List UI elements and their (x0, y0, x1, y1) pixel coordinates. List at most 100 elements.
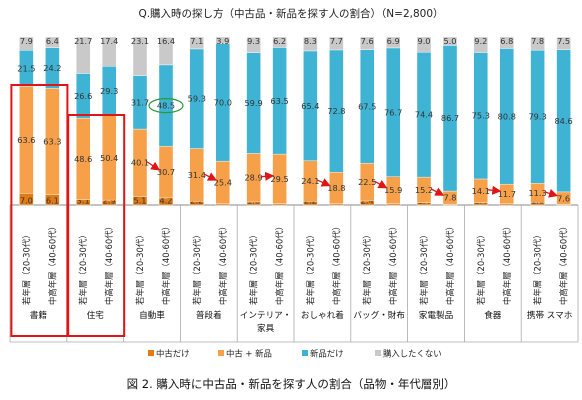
category-label: 食器 (484, 309, 502, 321)
data-label: 29.5 (270, 174, 288, 184)
x-tick-label: 中高年層（40-60代） (502, 222, 512, 305)
data-label: 7.8 (443, 193, 456, 203)
data-label: 21.5 (17, 63, 35, 73)
data-label: 9.0 (417, 36, 430, 46)
data-label: 5.1 (133, 196, 146, 206)
x-tick-label: 中高年層（40-60代） (445, 222, 455, 305)
x-tick-label: 中高年層（40-60代） (104, 222, 114, 305)
x-tick-label: 中高年層（40-60代） (161, 222, 171, 305)
x-tick-label: 中高年層（40-60代） (275, 222, 285, 305)
x-tick-label: 若年層（20-30代） (192, 230, 202, 305)
data-label: 2.9 (103, 196, 116, 206)
legend-label: 中古 + 新品 (226, 349, 272, 359)
data-label: 11.3 (528, 188, 546, 198)
data-label: 4.2 (159, 196, 172, 206)
category-label: 家電製品 (419, 309, 453, 321)
legend-swatch (302, 350, 308, 356)
legend-swatch (218, 350, 224, 356)
x-tick-label: 若年層（20-30代） (362, 230, 372, 305)
data-label: 31.4 (188, 170, 206, 180)
trend-arrow (203, 172, 218, 181)
category-label: 自動車 (139, 309, 165, 321)
data-label: 6.8 (500, 36, 513, 46)
category-label: バッグ・財布 (353, 309, 405, 321)
data-label: 15.9 (384, 185, 402, 195)
bar-segment (215, 36, 231, 44)
legend-label: 新品だけ (310, 349, 344, 359)
data-label: 15.2 (415, 185, 433, 195)
bar-segment (473, 36, 488, 53)
data-label: 24.2 (43, 63, 61, 73)
data-label: 14.1 (472, 186, 490, 196)
data-label: 59.9 (244, 98, 262, 108)
data-label: 7.9 (20, 36, 33, 46)
data-label: 29.3 (100, 86, 118, 96)
data-label: 16.4 (157, 36, 175, 46)
data-label: 3.1 (77, 196, 90, 206)
trend-arrow (260, 171, 275, 181)
bar-segment (272, 36, 287, 48)
trend-arrow (544, 188, 559, 198)
data-label: 75.3 (472, 111, 490, 121)
data-label: 6.1 (46, 196, 59, 206)
x-tick-label: 中高年層（40-60代） (331, 222, 341, 305)
legend-swatch (375, 350, 381, 356)
bar-segment (101, 36, 117, 67)
x-tick-label: 若年層（20-30代） (533, 230, 543, 305)
data-label: 23.1 (131, 36, 149, 46)
bar-segment (19, 36, 34, 51)
data-label: 7.7 (330, 36, 343, 46)
bar-segment (158, 37, 174, 66)
category-label: インテリア・ (240, 310, 292, 321)
bar-segment (530, 36, 545, 51)
bar-segment (303, 36, 318, 52)
legend-swatch (148, 350, 154, 356)
data-label: 7.5 (557, 36, 570, 46)
data-label: 9.2 (474, 36, 487, 46)
data-label: 48.5 (157, 101, 175, 111)
data-label: 6.2 (273, 36, 286, 46)
category-label: 住宅 (87, 309, 105, 321)
bar-segment (499, 36, 514, 49)
category-label: 携帯 スマホ (527, 309, 572, 321)
trend-arrow (430, 187, 445, 196)
data-label: 7.1 (190, 36, 203, 46)
x-tick-label: 若年層（20-30代） (135, 230, 145, 305)
data-label: 31.7 (131, 97, 149, 107)
data-label: 63.3 (43, 137, 61, 147)
data-label: 59.3 (188, 94, 206, 104)
bar-segment (556, 36, 571, 50)
data-label: 86.7 (441, 113, 459, 123)
data-label: 50.4 (100, 153, 118, 163)
bar-segment (386, 36, 401, 49)
category-label: 普段着 (196, 309, 222, 321)
data-label: 30.7 (157, 167, 175, 177)
data-label: 63.6 (17, 135, 35, 145)
data-label: 25.4 (214, 177, 232, 187)
data-label: 7.0 (20, 196, 33, 206)
data-label: 17.4 (100, 36, 118, 46)
data-label: 5.0 (443, 36, 456, 46)
data-label: 8.3 (304, 36, 317, 46)
data-label: 18.8 (327, 183, 345, 193)
trend-arrow (146, 161, 161, 171)
data-label: 21.7 (74, 36, 92, 46)
x-tick-label: 中高年層（40-60代） (388, 222, 398, 305)
x-tick-label: 若年層（20-30代） (78, 230, 88, 305)
x-tick-label: 若年層（20-30代） (249, 230, 259, 305)
data-label: 6.9 (387, 36, 400, 46)
data-label: 40.1 (131, 158, 149, 168)
data-label: 7.6 (361, 36, 374, 46)
x-tick-label: 若年層（20-30代） (305, 230, 315, 305)
data-label: 22.5 (358, 177, 376, 187)
x-tick-label: 中高年層（40-60代） (47, 222, 57, 305)
x-tick-label: 中高年層（40-60代） (218, 222, 228, 305)
data-label: 80.8 (498, 111, 516, 121)
figure-caption: 図 2. 購入時に中古品・新品を探す人の割合（品物・年代層別） (127, 377, 456, 391)
bar-segment (246, 36, 261, 53)
bar-segment (189, 36, 205, 50)
bar-segment (360, 36, 375, 50)
data-label: 74.4 (415, 110, 433, 120)
data-label: 7.6 (557, 193, 570, 203)
